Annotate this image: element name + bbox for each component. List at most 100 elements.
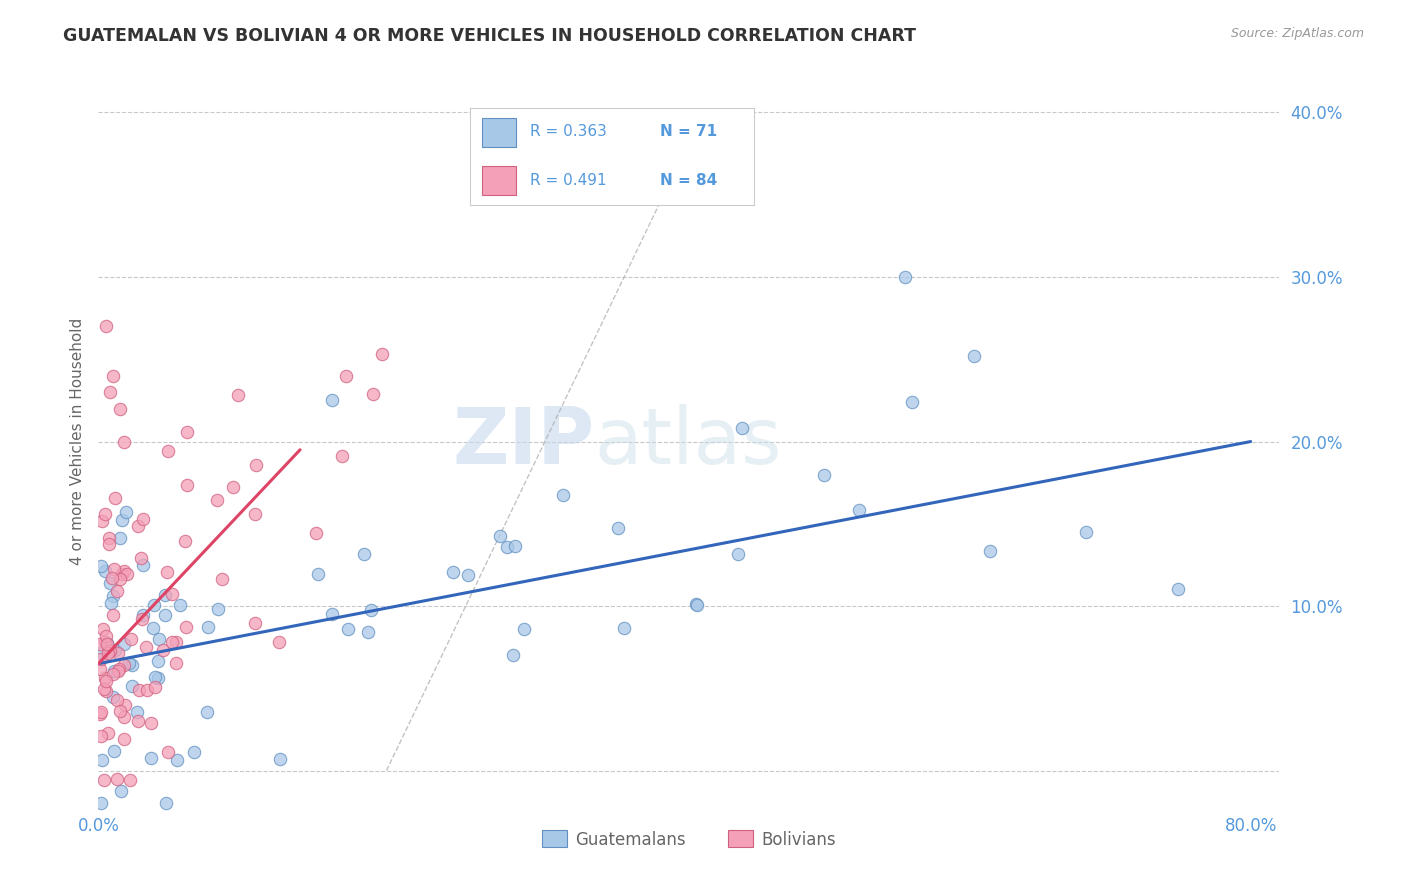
Point: [222, 480, 245, 494]
Point: [129, 551, 152, 566]
Point: [112, 434, 135, 449]
Point: [245, 458, 267, 472]
Point: [90, 797, 112, 811]
Point: [136, 682, 159, 697]
Point: [107, 646, 129, 660]
Point: [94, 634, 117, 648]
Point: [98, 537, 121, 551]
Point: [131, 612, 153, 626]
Point: [176, 478, 198, 492]
Point: [135, 640, 157, 655]
Point: [110, 531, 132, 545]
Point: [141, 716, 163, 731]
Point: [1167, 582, 1189, 596]
Point: [142, 621, 165, 635]
Point: [112, 710, 135, 724]
Point: [183, 745, 205, 759]
Point: [901, 395, 924, 409]
Point: [569, 187, 592, 202]
Point: [174, 620, 197, 634]
Point: [321, 607, 343, 622]
Point: [176, 425, 198, 439]
Point: [731, 420, 754, 434]
Point: [551, 488, 574, 502]
Point: [267, 635, 290, 649]
Point: [98, 575, 121, 590]
Point: [94, 683, 117, 698]
Point: [100, 595, 122, 609]
Point: [94, 319, 117, 334]
Point: [353, 547, 375, 561]
Point: [89, 637, 111, 651]
Point: [505, 539, 527, 553]
Point: [245, 508, 267, 522]
Point: [103, 608, 125, 623]
Point: [104, 491, 127, 506]
Point: [90, 705, 112, 719]
Point: [105, 584, 128, 599]
Point: [112, 732, 135, 747]
Point: [337, 623, 360, 637]
Point: [132, 558, 155, 572]
Point: [104, 642, 127, 657]
Point: [120, 632, 142, 646]
Point: [173, 533, 195, 548]
Point: [98, 531, 121, 545]
Point: [94, 672, 117, 686]
Text: Source: ZipAtlas.com: Source: ZipAtlas.com: [1230, 27, 1364, 40]
Text: GUATEMALAN VS BOLIVIAN 4 OR MORE VEHICLES IN HOUSEHOLD CORRELATION CHART: GUATEMALAN VS BOLIVIAN 4 OR MORE VEHICLE…: [63, 27, 917, 45]
Point: [114, 657, 136, 672]
Text: ZIP: ZIP: [453, 403, 595, 480]
Point: [211, 572, 233, 586]
Point: [197, 619, 219, 633]
Point: [330, 449, 353, 463]
Point: [371, 347, 394, 361]
Point: [94, 674, 117, 689]
Point: [103, 562, 125, 576]
Point: [90, 730, 112, 744]
Point: [226, 388, 249, 402]
Point: [89, 706, 111, 721]
Point: [96, 637, 118, 651]
Point: [101, 666, 124, 681]
Point: [94, 629, 117, 643]
Point: [101, 690, 124, 704]
Point: [457, 568, 479, 582]
Point: [90, 651, 112, 665]
Point: [148, 654, 170, 668]
Point: [894, 270, 917, 285]
Point: [1076, 524, 1098, 539]
Point: [142, 599, 165, 613]
Point: [686, 599, 709, 613]
Point: [145, 670, 167, 684]
Point: [107, 664, 129, 678]
Point: [685, 597, 707, 611]
Point: [91, 622, 114, 636]
Point: [727, 547, 749, 561]
Point: [146, 672, 169, 686]
Point: [110, 572, 132, 586]
Point: [115, 505, 138, 519]
Point: [121, 658, 143, 673]
Point: [613, 621, 636, 635]
Point: [141, 751, 163, 765]
Legend: Guatemalans, Bolivians: Guatemalans, Bolivians: [536, 823, 842, 855]
Point: [195, 706, 218, 720]
Point: [100, 571, 122, 585]
Point: [495, 540, 517, 554]
Point: [156, 745, 179, 759]
Point: [91, 514, 114, 528]
Point: [360, 603, 382, 617]
Point: [112, 564, 135, 578]
Point: [269, 752, 291, 766]
Point: [155, 797, 177, 811]
Point: [128, 683, 150, 698]
Point: [114, 637, 136, 651]
Point: [979, 544, 1001, 558]
Point: [107, 772, 129, 787]
Point: [156, 565, 179, 579]
Point: [166, 753, 188, 767]
Point: [91, 753, 114, 767]
Point: [513, 622, 536, 636]
Point: [162, 635, 184, 649]
